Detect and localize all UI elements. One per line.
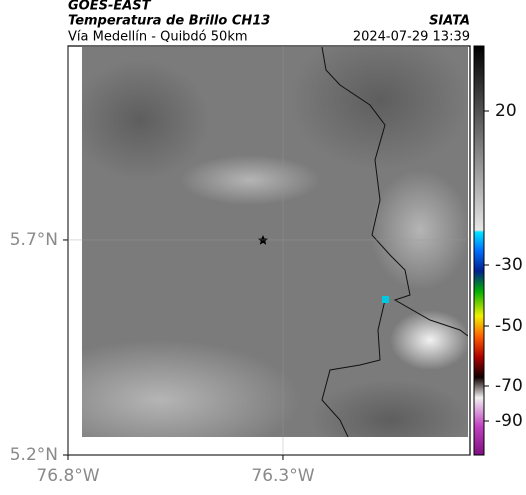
brand: SIATA [429,14,470,29]
colorbar-tick-label: -70 [495,376,523,396]
timestamp: 2024-07-29 13:39 [353,30,470,45]
colorbar [473,45,485,456]
source: GOES-EAST [68,0,152,14]
title: Temperatura de Brillo CH13 [68,14,270,29]
satellite-image [82,47,468,437]
colorbar-tick-label: -90 [495,411,523,431]
subtitle: Vía Medellín - Quibdó 50km [68,30,248,45]
lat-tick-label: 5.2°N [10,445,58,465]
colorbar-tick-label: -50 [495,316,523,336]
colorbar-tick-label: -30 [495,255,523,275]
lat-tick-label: 5.7°N [10,230,58,250]
station-marker [382,296,389,303]
lon-tick-label: 76.3°W [251,466,314,486]
lon-tick-label: 76.8°W [36,466,99,486]
colorbar-tick-label: 20 [495,101,517,121]
